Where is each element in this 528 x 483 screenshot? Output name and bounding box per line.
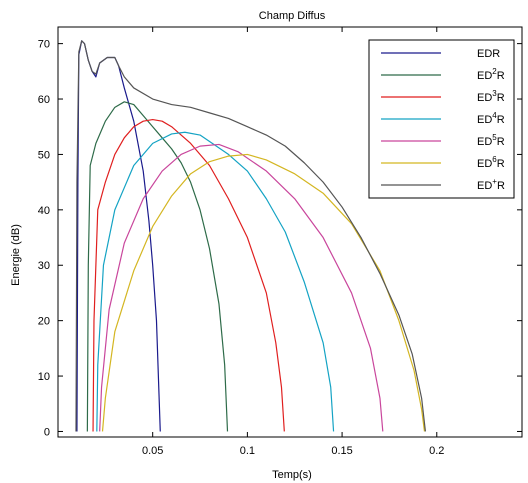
series-lines [75,40,427,432]
y-tick-label: 30 [38,260,50,272]
y-tick-label: 0 [44,426,50,438]
x-tick-label: 0.1 [240,445,255,457]
y-tick-label: 60 [38,94,50,106]
x-tick-label: 0.05 [142,445,163,457]
series-line-3 [92,118,285,432]
y-tick-label: 40 [38,205,50,217]
y-tick-label: 10 [38,371,50,383]
series-line-7 [75,40,427,432]
series-line-2 [86,101,229,432]
axes: 0.05 0.1 0.15 0.2 0 10 20 30 40 50 60 70 [38,26,523,457]
x-tick-label: 0.2 [429,445,444,457]
x-tick-label: 0.15 [331,445,352,457]
y-tick-label: 70 [38,39,50,51]
series-line-5 [99,143,384,432]
y-tick-label: 20 [38,316,50,328]
legend: EDR ED2R ED3R ED4R ED5R ED6R ED+R [368,39,515,199]
chart-title: Champ Diffus [259,10,326,22]
legend-label: ED2R [477,67,505,82]
series-line-4 [96,131,335,432]
y-axis-label: Energie (dB) [10,224,22,286]
legend-label: ED5R [477,133,505,148]
legend-label: ED6R [477,155,505,170]
legend-label: ED+R [477,177,505,192]
x-axis-label: Temp(s) [272,469,312,481]
legend-label: EDR [477,48,500,60]
series-line-6 [101,153,426,432]
plot-frame [57,26,523,438]
y-tick-label: 50 [38,149,50,161]
legend-label: ED4R [477,111,505,126]
legend-label: ED3R [477,89,505,104]
